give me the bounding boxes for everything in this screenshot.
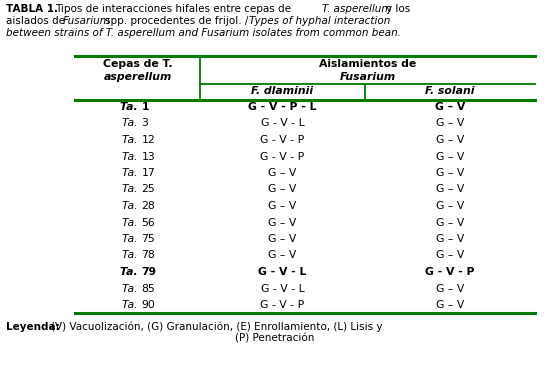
Text: G – V: G – V	[436, 234, 464, 244]
Text: G - V - P: G - V - P	[261, 135, 305, 145]
Text: G – V: G – V	[268, 218, 296, 227]
Text: 12: 12	[142, 135, 155, 145]
Text: Ta.: Ta.	[120, 267, 142, 277]
Text: Ta.: Ta.	[122, 283, 142, 293]
Text: G – V: G – V	[268, 168, 296, 178]
Text: G – V: G – V	[268, 251, 296, 260]
Text: 78: 78	[142, 251, 155, 260]
Text: G – V: G – V	[435, 102, 465, 112]
Text: G – V: G – V	[436, 152, 464, 161]
Text: G – V: G – V	[436, 119, 464, 128]
Text: Leyenda:: Leyenda:	[6, 321, 60, 332]
Text: Ta.: Ta.	[122, 185, 142, 194]
Text: asperellum: asperellum	[104, 72, 172, 82]
Text: G - V - P - L: G - V - P - L	[249, 102, 317, 112]
Text: 13: 13	[142, 152, 155, 161]
Text: F. dlaminii: F. dlaminii	[251, 86, 314, 96]
Text: G - V - L: G - V - L	[258, 267, 307, 277]
Text: Fusarium: Fusarium	[63, 16, 111, 26]
Text: G – V: G – V	[268, 201, 296, 211]
Text: G – V: G – V	[268, 234, 296, 244]
Text: G - V - L: G - V - L	[261, 119, 304, 128]
Text: G – V: G – V	[436, 218, 464, 227]
Text: 85: 85	[142, 283, 155, 293]
Text: (P) Penetración: (P) Penetración	[235, 334, 315, 343]
Text: Ta.: Ta.	[122, 135, 142, 145]
Text: aislados de: aislados de	[6, 16, 65, 26]
Text: 56: 56	[142, 218, 155, 227]
Text: G – V: G – V	[436, 135, 464, 145]
Text: spp. procedentes de frijol. /: spp. procedentes de frijol. /	[105, 16, 249, 26]
Text: G - V - L: G - V - L	[261, 283, 304, 293]
Text: (V) Vacuolización, (G) Granulación, (E) Enrollamiento, (L) Lisis y: (V) Vacuolización, (G) Granulación, (E) …	[51, 321, 382, 332]
Text: TABLA 1.: TABLA 1.	[6, 4, 58, 14]
Text: Ta.: Ta.	[122, 168, 142, 178]
Text: G - V - P: G - V - P	[425, 267, 475, 277]
Text: G – V: G – V	[436, 185, 464, 194]
Text: between strains of T. asperellum and Fusarium isolates from common bean.: between strains of T. asperellum and Fus…	[6, 28, 401, 38]
Text: 25: 25	[142, 185, 155, 194]
Text: G – V: G – V	[436, 201, 464, 211]
Text: Ta.: Ta.	[122, 234, 142, 244]
Text: Ta.: Ta.	[122, 300, 142, 310]
Text: Ta.: Ta.	[122, 218, 142, 227]
Text: Fusarium: Fusarium	[339, 72, 396, 82]
Text: Aislamientos de: Aislamientos de	[319, 59, 416, 69]
Text: y los: y los	[386, 4, 410, 14]
Text: Ta.: Ta.	[122, 152, 142, 161]
Text: Ta.: Ta.	[120, 102, 142, 112]
Text: Ta.: Ta.	[122, 119, 142, 128]
Text: Tipos de interacciones hifales entre cepas de: Tipos de interacciones hifales entre cep…	[55, 4, 291, 14]
Text: 79: 79	[142, 267, 156, 277]
Text: G – V: G – V	[436, 251, 464, 260]
Text: G – V: G – V	[436, 168, 464, 178]
Text: 90: 90	[142, 300, 155, 310]
Text: Ta.: Ta.	[122, 201, 142, 211]
Text: G – V: G – V	[436, 283, 464, 293]
Text: 28: 28	[142, 201, 155, 211]
Text: Types of hyphal interaction: Types of hyphal interaction	[249, 16, 390, 26]
Text: Cepas de T.: Cepas de T.	[102, 59, 172, 69]
Text: G - V - P: G - V - P	[261, 152, 305, 161]
Text: G – V: G – V	[436, 300, 464, 310]
Text: 3: 3	[142, 119, 148, 128]
Text: T. asperellum: T. asperellum	[322, 4, 392, 14]
Text: 17: 17	[142, 168, 155, 178]
Text: Ta.: Ta.	[122, 251, 142, 260]
Text: G – V: G – V	[268, 185, 296, 194]
Text: 1: 1	[142, 102, 149, 112]
Text: 75: 75	[142, 234, 155, 244]
Text: F. solani: F. solani	[425, 86, 475, 96]
Text: G - V - P: G - V - P	[261, 300, 305, 310]
